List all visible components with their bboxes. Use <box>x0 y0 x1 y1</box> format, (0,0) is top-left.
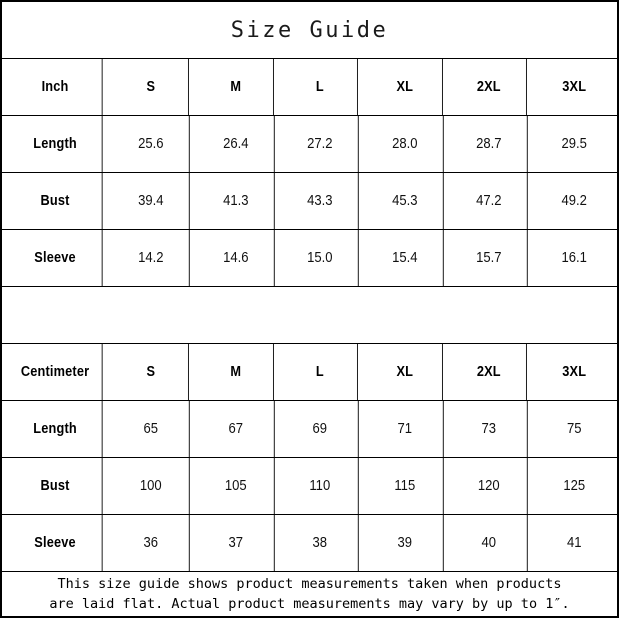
size-guide-title-row: Size Guide <box>2 2 617 59</box>
centimeter-column-header-s: S <box>114 344 189 400</box>
inch-length-3xl: 29.5 <box>561 135 587 152</box>
inch-column-header-3xl: 3XL <box>561 78 586 95</box>
centimeter-length-2xl: 73 <box>451 401 528 457</box>
table-row: Length 25.6 26.4 27.2 28.0 28.7 29.5 <box>2 116 617 173</box>
centimeter-length-xl: 71 <box>367 401 443 457</box>
centimeter-sleeve-2xl: 40 <box>451 515 528 571</box>
inch-column-header-2xl: 2XL <box>452 59 527 115</box>
inch-row-label-sleeve: Sleeve <box>8 230 103 286</box>
inch-length-xl: 28.0 <box>367 116 443 172</box>
centimeter-bust-s: 100 <box>113 458 190 514</box>
centimeter-row-label-bust: Bust <box>8 458 103 514</box>
centimeter-sleeve-l: 38 <box>282 515 359 571</box>
centimeter-bust-2xl: 120 <box>451 458 528 514</box>
centimeter-table-header-row: Centimeter S M L XL 2XL 3XL <box>2 344 617 401</box>
centimeter-column-header-xl: XL <box>368 344 442 400</box>
inch-column-header-s: S <box>114 59 189 115</box>
inch-sleeve-m: 14.6 <box>198 230 274 286</box>
centimeter-sleeve-xl: 39 <box>367 515 443 571</box>
inch-column-header-m: M <box>199 59 273 115</box>
inch-row-label-length: Length <box>8 116 103 172</box>
table-spacer-row <box>2 287 617 344</box>
size-guide-footer-note: This size guide shows product measuremen… <box>2 572 617 616</box>
inch-bust-m: 41.3 <box>198 173 274 229</box>
centimeter-column-header-3xl: 3XL <box>561 363 586 380</box>
inch-length-2xl: 28.7 <box>451 116 528 172</box>
inch-bust-3xl: 49.2 <box>561 192 587 209</box>
centimeter-sleeve-3xl: 41 <box>566 534 582 551</box>
inch-row-label-bust: Bust <box>8 173 103 229</box>
inch-unit-header: Inch <box>8 59 103 115</box>
centimeter-row-label-length: Length <box>8 401 103 457</box>
footer-note-line-1: This size guide shows product measuremen… <box>57 576 562 592</box>
table-row: Bust 39.4 41.3 43.3 45.3 47.2 49.2 <box>2 173 617 230</box>
centimeter-length-s: 65 <box>113 401 190 457</box>
centimeter-length-l: 69 <box>282 401 359 457</box>
centimeter-column-header-2xl: 2XL <box>452 344 527 400</box>
inch-length-m: 26.4 <box>198 116 274 172</box>
centimeter-length-3xl: 75 <box>566 420 582 437</box>
table-row: Sleeve 36 37 38 39 40 41 <box>2 515 617 572</box>
inch-sleeve-s: 14.2 <box>113 230 190 286</box>
centimeter-bust-l: 110 <box>282 458 359 514</box>
table-row: Length 65 67 69 71 73 75 <box>2 401 617 458</box>
centimeter-column-header-m: M <box>199 344 273 400</box>
centimeter-row-label-sleeve: Sleeve <box>8 515 103 571</box>
table-row: Bust 100 105 110 115 120 125 <box>2 458 617 515</box>
page-title: Size Guide <box>230 17 389 43</box>
inch-sleeve-2xl: 15.7 <box>451 230 528 286</box>
inch-column-header-l: L <box>283 59 358 115</box>
inch-bust-s: 39.4 <box>113 173 190 229</box>
inch-bust-xl: 45.3 <box>367 173 443 229</box>
centimeter-length-m: 67 <box>198 401 274 457</box>
inch-length-s: 25.6 <box>113 116 190 172</box>
inch-sleeve-xl: 15.4 <box>367 230 443 286</box>
centimeter-unit-header: Centimeter <box>8 344 103 400</box>
centimeter-sleeve-m: 37 <box>198 515 274 571</box>
centimeter-column-header-l: L <box>283 344 358 400</box>
footer-note-line-2: are laid flat. Actual product measuremen… <box>49 596 570 612</box>
table-row: Sleeve 14.2 14.6 15.0 15.4 15.7 16.1 <box>2 230 617 287</box>
centimeter-bust-xl: 115 <box>367 458 443 514</box>
inch-bust-l: 43.3 <box>282 173 359 229</box>
centimeter-bust-3xl: 125 <box>562 477 585 494</box>
inch-sleeve-3xl: 16.1 <box>561 249 587 266</box>
centimeter-sleeve-s: 36 <box>113 515 190 571</box>
inch-sleeve-l: 15.0 <box>282 230 359 286</box>
inch-column-header-xl: XL <box>368 59 442 115</box>
inch-table-header-row: Inch S M L XL 2XL 3XL <box>2 59 617 116</box>
inch-length-l: 27.2 <box>282 116 359 172</box>
centimeter-bust-m: 105 <box>198 458 274 514</box>
inch-bust-2xl: 47.2 <box>451 173 528 229</box>
